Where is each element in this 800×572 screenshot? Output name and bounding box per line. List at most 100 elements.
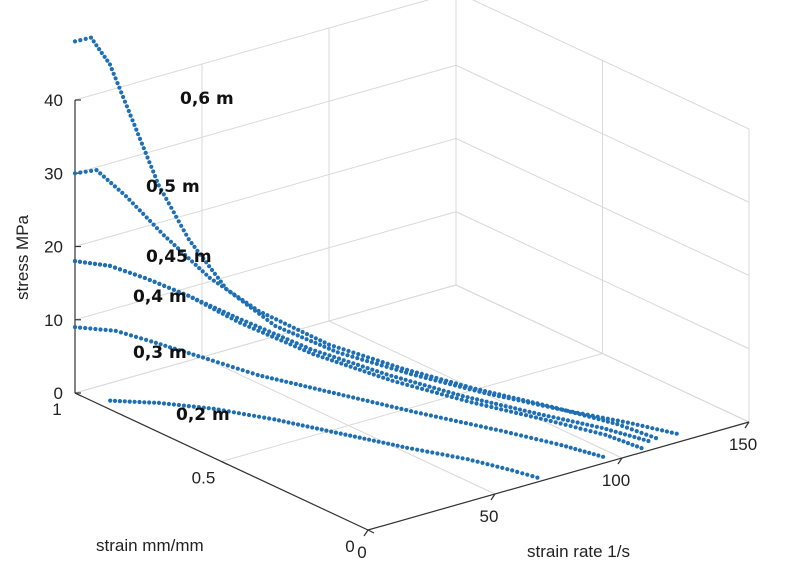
data-point	[157, 281, 162, 286]
data-point	[341, 347, 346, 352]
data-point	[236, 411, 241, 416]
data-point	[89, 168, 94, 173]
data-point	[126, 108, 131, 114]
data-point	[267, 416, 272, 421]
data-point	[176, 219, 181, 224]
data-point	[535, 402, 541, 407]
data-point	[137, 136, 143, 141]
data-point	[285, 337, 290, 342]
grid-line	[74, 284, 457, 394]
data-point	[451, 391, 456, 396]
data-point	[133, 334, 139, 339]
data-point	[583, 427, 588, 432]
data-point	[615, 422, 620, 427]
series-label: 0,45 m	[146, 247, 212, 267]
data-point	[326, 342, 332, 347]
data-point	[519, 433, 524, 438]
data-point	[535, 475, 540, 480]
data-point	[543, 417, 548, 422]
x-tick-label: 50	[480, 507, 499, 526]
data-point	[357, 435, 362, 440]
data-point	[570, 409, 575, 414]
data-point	[136, 132, 141, 137]
data-point	[260, 311, 266, 316]
data-point	[218, 279, 223, 284]
data-point	[93, 326, 98, 332]
data-point	[162, 283, 167, 288]
data-point	[460, 456, 465, 461]
data-point	[399, 369, 404, 374]
data-point	[331, 344, 336, 349]
data-point	[544, 439, 549, 444]
data-point	[563, 422, 568, 427]
data-point	[603, 432, 608, 437]
data-point	[610, 420, 615, 425]
data-point	[503, 429, 508, 434]
data-point	[455, 455, 460, 460]
data-point	[518, 411, 524, 417]
data-point	[577, 448, 583, 453]
data-point	[299, 343, 304, 348]
data-point	[204, 272, 209, 277]
data-point	[320, 355, 325, 360]
data-point	[314, 426, 320, 431]
data-point	[134, 127, 139, 132]
data-point	[282, 327, 287, 332]
data-point	[371, 372, 376, 377]
data-point	[336, 356, 342, 361]
data-point	[441, 388, 446, 393]
data-point	[172, 243, 177, 248]
data-point	[351, 395, 356, 400]
data-point	[439, 392, 444, 397]
data-point	[132, 399, 137, 404]
data-point	[446, 389, 451, 395]
data-point	[339, 361, 344, 366]
data-point	[480, 460, 485, 465]
data-point	[555, 406, 560, 411]
data-point	[593, 430, 598, 435]
data-point	[375, 401, 380, 406]
data-point	[573, 446, 578, 452]
data-point	[94, 168, 99, 173]
data-point	[256, 328, 261, 333]
data-point	[206, 406, 211, 411]
data-point	[153, 340, 158, 345]
z-tick-label: 40	[44, 91, 63, 110]
data-point	[487, 391, 492, 397]
data-point	[244, 319, 249, 324]
data-point	[292, 344, 298, 349]
data-point	[336, 392, 341, 397]
grid-line	[455, 138, 750, 276]
data-point	[196, 405, 201, 410]
data-point	[109, 181, 114, 186]
data-point	[181, 403, 186, 408]
data-point	[585, 412, 590, 417]
data-point	[524, 434, 529, 439]
data-point	[473, 423, 478, 428]
data-point	[418, 374, 423, 379]
data-point	[236, 296, 241, 301]
data-point	[580, 411, 585, 416]
data-point	[504, 408, 509, 413]
data-point	[479, 398, 484, 403]
data-point	[635, 422, 640, 427]
data-point	[384, 364, 389, 369]
data-point	[322, 351, 327, 356]
data-point	[508, 405, 513, 410]
data-point	[355, 362, 361, 367]
data-point	[143, 150, 148, 155]
data-point	[315, 353, 321, 358]
data-point	[196, 354, 201, 359]
data-point	[389, 404, 394, 409]
data-point	[515, 469, 520, 474]
data-point	[209, 267, 215, 273]
data-point	[427, 384, 432, 389]
data-point	[269, 376, 274, 381]
data-point	[211, 406, 216, 411]
grid-line	[455, 211, 750, 350]
data-point	[573, 425, 578, 430]
data-point	[306, 350, 311, 355]
data-point	[448, 382, 453, 387]
data-point	[189, 241, 194, 246]
x-tick-label: 100	[602, 471, 630, 490]
